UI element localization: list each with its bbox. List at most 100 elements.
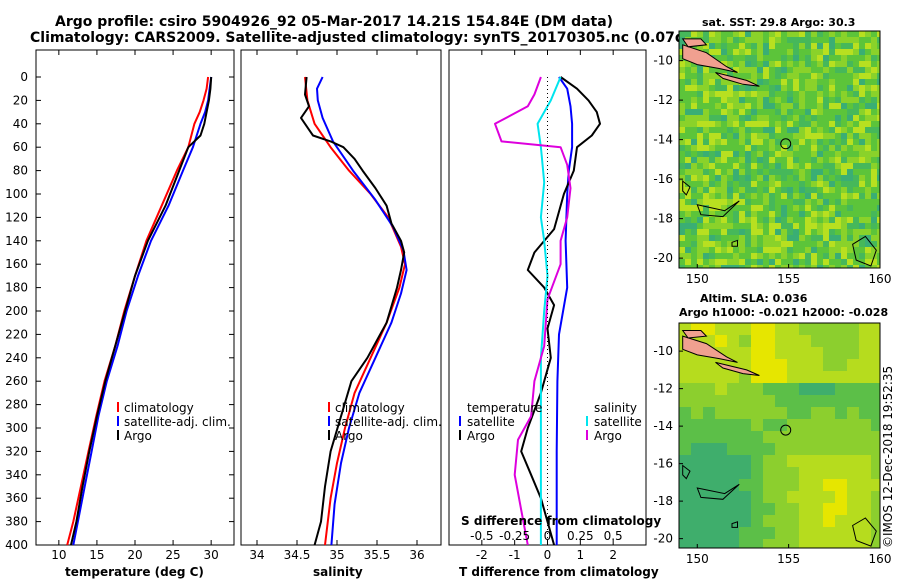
sst-map-cell: [775, 187, 781, 193]
sst-map-cell: [811, 85, 817, 91]
sst-map-cell: [877, 175, 880, 181]
sst-map-cell: [823, 229, 829, 235]
sst-map-cell: [865, 79, 871, 85]
sla-map-cell: [691, 371, 703, 383]
sst-map-cell: [799, 175, 805, 181]
sst-map-cell: [841, 193, 847, 199]
sst-map-cell: [685, 265, 691, 268]
difference-line-temperature-argo: [520, 76, 601, 546]
sst-map-cell: [859, 31, 865, 37]
sst-map-cell: [709, 169, 715, 175]
difference-x-tick-label: 0: [544, 548, 552, 562]
sst-map-cell: [799, 115, 805, 121]
sst-map-cell: [835, 61, 841, 67]
sst-map-cell: [799, 67, 805, 73]
sst-map-cell: [829, 61, 835, 67]
sst-map-cell: [751, 211, 757, 217]
sst-map-cell: [769, 115, 775, 121]
sst-map-cell: [787, 85, 793, 91]
sst-map-cell: [823, 103, 829, 109]
sla-map-cell: [703, 395, 715, 407]
sst-map-cell: [757, 109, 763, 115]
sst-map-cell: [721, 109, 727, 115]
sst-map-frame: [678, 30, 881, 269]
sla-map-title-2: Argo h1000: -0.021 h2000: -0.028: [679, 306, 888, 319]
sst-map-cell: [847, 157, 853, 163]
sst-map-cell: [859, 115, 865, 121]
sst-map-cell: [853, 127, 859, 133]
sst-map-cell: [715, 223, 721, 229]
sla-map-cell: [727, 323, 739, 335]
sst-map-cell: [799, 235, 805, 241]
sst-map-cell: [817, 247, 823, 253]
sst-map-cell: [781, 205, 787, 211]
sst-map-cell: [769, 97, 775, 103]
sla-map-cell: [823, 431, 835, 443]
sst-map-cell: [739, 157, 745, 163]
sla-map-cell: [763, 479, 775, 491]
sst-map-cell: [745, 151, 751, 157]
sst-map-cell: [787, 61, 793, 67]
sst-map-cell: [781, 127, 787, 133]
sst-map-cell: [793, 97, 799, 103]
sst-map-cell: [691, 115, 697, 121]
sst-map-cell: [811, 79, 817, 85]
difference-x-axis: -2 -1 0 1 2: [476, 50, 617, 562]
sst-map-cell: [871, 241, 877, 247]
sst-map-cell: [775, 145, 781, 151]
sst-map-cell: [709, 241, 715, 247]
sst-map-cell: [733, 181, 739, 187]
sst-map-cell: [763, 211, 769, 217]
sst-map-cell: [751, 181, 757, 187]
sst-map-cell: [679, 229, 685, 235]
temperature-line-argo: [70, 76, 213, 546]
sla-map-cell: [787, 443, 799, 455]
sst-map-cell: [697, 259, 703, 265]
sst-map-cell: [727, 175, 733, 181]
sst-map-cell: [679, 169, 685, 175]
sst-map-cell: [793, 103, 799, 109]
sst-map-cell: [859, 163, 865, 169]
sst-map-cell: [871, 211, 877, 217]
sst-map-cell: [751, 43, 757, 49]
sst-map-cell: [733, 265, 739, 268]
sst-map-cell: [865, 85, 871, 91]
sst-map-cell: [727, 85, 733, 91]
sst-map-cell: [685, 31, 691, 37]
sst-map-cell: [805, 169, 811, 175]
salinity-x-tick-label: 36: [409, 548, 424, 562]
sst-map-cell: [757, 61, 763, 67]
sst-map-cell: [781, 169, 787, 175]
sst-map-cell: [757, 193, 763, 199]
sst-map-lat-label: -18: [653, 212, 673, 226]
sst-map-cell: [739, 175, 745, 181]
sst-map-cell: [805, 85, 811, 91]
sla-map-cell: [727, 347, 739, 359]
sst-map-cell: [775, 229, 781, 235]
sst-map-cell: [745, 109, 751, 115]
sla-map-cell: [703, 419, 715, 431]
sst-map-cell: [733, 205, 739, 211]
sst-map-cell: [739, 43, 745, 49]
sst-map-cell: [751, 145, 757, 151]
sst-map-cell: [757, 235, 763, 241]
sla-map-cell: [835, 515, 847, 527]
sst-map-cell: [769, 61, 775, 67]
sst-map-cell: [847, 37, 853, 43]
sst-map-cell: [715, 55, 721, 61]
sst-map-cell: [685, 217, 691, 223]
sst-map-cell: [823, 73, 829, 79]
sst-map-cell: [769, 163, 775, 169]
sst-map-cell: [769, 91, 775, 97]
sla-map-cell: [835, 359, 847, 371]
sst-map-cell: [787, 217, 793, 223]
sst-map-cell: [751, 241, 757, 247]
sst-map-cell: [775, 121, 781, 127]
sst-map-cell: [715, 49, 721, 55]
sla-map-cell: [751, 431, 763, 443]
sst-map-cell: [751, 235, 757, 241]
sst-map-cell: [739, 217, 745, 223]
sla-map-cell: [739, 323, 751, 335]
sst-map-cell: [841, 127, 847, 133]
sst-map-cell: [799, 241, 805, 247]
